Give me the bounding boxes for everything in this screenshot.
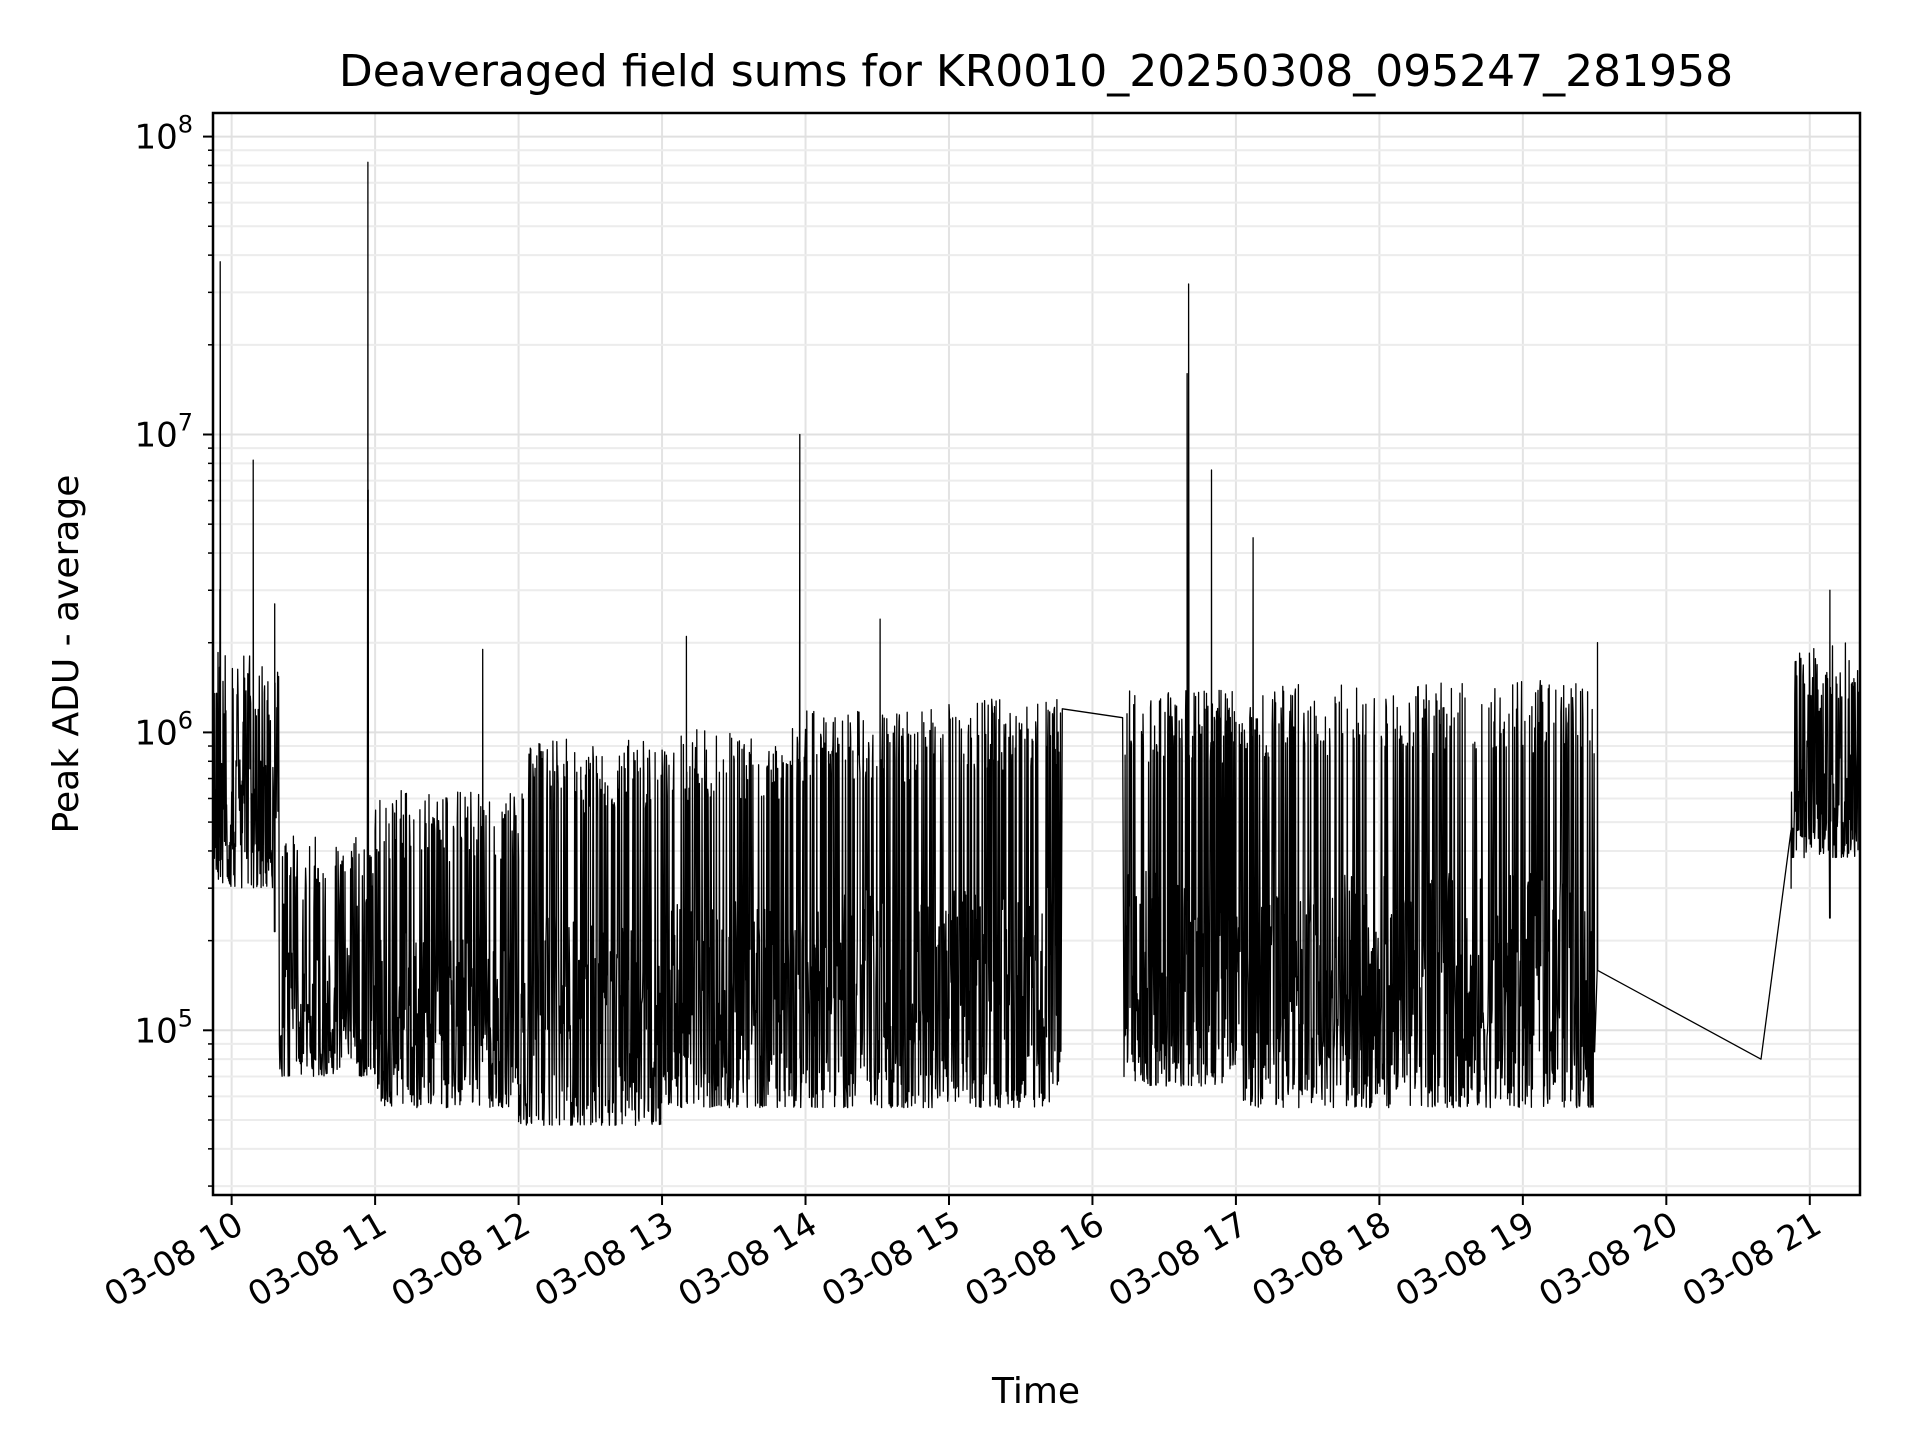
y-tick-label: 108: [134, 111, 193, 158]
y-tick-label: 105: [134, 1004, 193, 1051]
x-tick-label: 03-08 16: [959, 1204, 1111, 1315]
y-tick-base: 10: [134, 713, 177, 753]
y-tick-exponent: 8: [178, 111, 193, 139]
chart-title: Deaveraged field sums for KR0010_2025030…: [339, 46, 1733, 97]
y-tick-base: 10: [134, 118, 177, 158]
x-axis-label: Time: [991, 1371, 1080, 1412]
x-tick-label: 03-08 18: [1245, 1204, 1397, 1315]
x-tick-label: 03-08 11: [241, 1204, 393, 1315]
series-line: [213, 161, 1861, 1126]
y-tick-exponent: 7: [178, 408, 193, 436]
x-tick-label: 03-08 21: [1676, 1204, 1828, 1315]
x-tick-label: 03-08 13: [528, 1204, 680, 1315]
plot-frame: [211, 111, 1862, 1197]
series: [213, 161, 1861, 1126]
y-tick-exponent: 5: [178, 1004, 193, 1032]
x-tick-label: 03-08 17: [1102, 1204, 1254, 1315]
x-tick-label: 03-08 10: [98, 1204, 250, 1315]
x-tick-label: 03-08 14: [672, 1204, 824, 1315]
y-tick-label: 107: [134, 408, 193, 455]
y-tick-label: 106: [134, 706, 193, 753]
x-tick-label: 03-08 19: [1389, 1204, 1541, 1315]
y-tick-base: 10: [134, 415, 177, 455]
y-tick-base: 10: [134, 1011, 177, 1051]
x-tick-label: 03-08 15: [815, 1204, 967, 1315]
y-axis-label: Peak ADU - average: [46, 475, 87, 834]
y-tick-exponent: 6: [178, 706, 193, 734]
x-tick-label: 03-08 20: [1532, 1204, 1684, 1315]
x-tick-label: 03-08 12: [385, 1204, 537, 1315]
